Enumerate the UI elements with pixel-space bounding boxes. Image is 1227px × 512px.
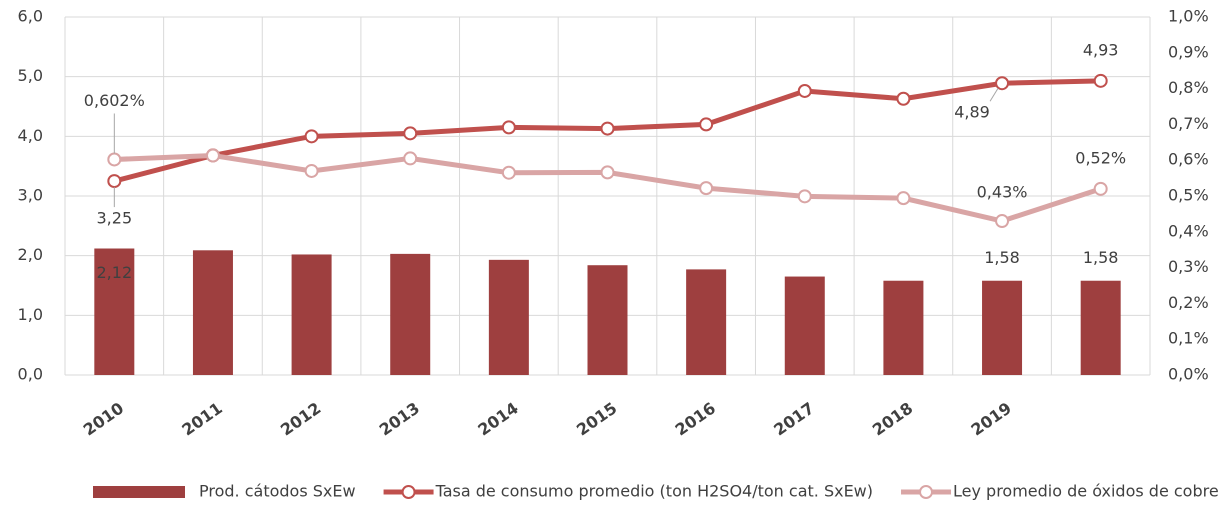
y2-tick-label: 0,7% xyxy=(1168,114,1209,133)
bar xyxy=(587,265,628,375)
x-tick-label: 2015 xyxy=(573,398,620,439)
marker xyxy=(797,83,812,98)
x-tick-label: 2012 xyxy=(277,398,324,439)
y2-tick-label: 0,5% xyxy=(1168,186,1209,205)
bar xyxy=(94,248,135,375)
leader-line xyxy=(989,87,999,102)
bar xyxy=(784,276,825,375)
legend-marker xyxy=(919,485,934,499)
x-tick-label: 2018 xyxy=(869,398,916,439)
marker xyxy=(797,189,812,204)
y2-tick-label: 1,0% xyxy=(1168,7,1209,26)
data-label: 4,93 xyxy=(1083,40,1119,59)
bar xyxy=(1080,280,1121,375)
legend-label: Prod. cátodos SxEw xyxy=(199,482,356,501)
bar xyxy=(883,280,924,375)
data-label: 1,58 xyxy=(984,248,1020,267)
y-tick-label: 2,0 xyxy=(18,245,43,264)
x-tick-label: 2016 xyxy=(672,398,719,439)
bar xyxy=(291,254,332,375)
marker xyxy=(1093,73,1108,88)
marker xyxy=(995,76,1010,91)
data-label: 3,25 xyxy=(97,209,133,228)
legend-marker xyxy=(401,485,416,499)
marker xyxy=(896,91,911,106)
x-tick-label: 2010 xyxy=(80,398,127,439)
marker xyxy=(699,181,714,196)
y2-tick-label: 0,0% xyxy=(1168,365,1209,384)
data-label: 0,52% xyxy=(1075,148,1126,167)
marker xyxy=(1093,181,1108,196)
y-tick-label: 6,0 xyxy=(18,7,43,26)
data-label: 1,58 xyxy=(1083,248,1119,267)
marker xyxy=(304,163,319,178)
data-label: 0,43% xyxy=(977,183,1028,202)
marker xyxy=(600,165,615,180)
y-tick-label: 0,0 xyxy=(18,365,43,384)
y2-tick-label: 0,1% xyxy=(1168,329,1209,348)
y-tick-label: 3,0 xyxy=(18,186,43,205)
marker xyxy=(107,174,122,189)
marker xyxy=(403,126,418,141)
x-tick-label: 2017 xyxy=(770,398,817,439)
y2-tick-label: 0,4% xyxy=(1168,221,1209,240)
marker xyxy=(699,117,714,132)
x-tick-label: 2011 xyxy=(178,398,225,439)
marker xyxy=(600,121,615,136)
marker xyxy=(995,214,1010,229)
y2-tick-label: 0,6% xyxy=(1168,150,1209,169)
x-tick-label: 2013 xyxy=(376,398,423,439)
bar xyxy=(686,269,727,375)
marker xyxy=(107,152,122,167)
marker xyxy=(896,191,911,206)
marker xyxy=(205,148,220,163)
y-tick-label: 5,0 xyxy=(18,66,43,85)
y2-tick-label: 0,2% xyxy=(1168,293,1209,312)
y-tick-label: 1,0 xyxy=(18,305,43,324)
marker xyxy=(304,129,319,144)
marker xyxy=(501,120,516,135)
y-tick-label: 4,0 xyxy=(18,126,43,145)
bar xyxy=(982,280,1023,375)
bar xyxy=(192,250,233,375)
y2-tick-label: 0,3% xyxy=(1168,257,1209,276)
marker xyxy=(501,165,516,180)
bar xyxy=(390,253,431,375)
legend-label: Tasa de consumo promedio (ton H2SO4/ton … xyxy=(435,482,873,501)
bar xyxy=(488,259,529,375)
x-tick-label: 2019 xyxy=(968,398,1015,439)
marker xyxy=(403,151,418,166)
legend-swatch xyxy=(93,486,185,498)
legend-label: Ley promedio de óxidos de cobre xyxy=(953,482,1219,501)
y2-tick-label: 0,9% xyxy=(1168,42,1209,61)
x-tick-label: 2014 xyxy=(474,398,521,439)
data-label: 4,89 xyxy=(954,103,990,122)
data-label: 2,12 xyxy=(97,263,133,282)
data-label: 0,602% xyxy=(84,91,145,110)
y2-tick-label: 0,8% xyxy=(1168,78,1209,97)
